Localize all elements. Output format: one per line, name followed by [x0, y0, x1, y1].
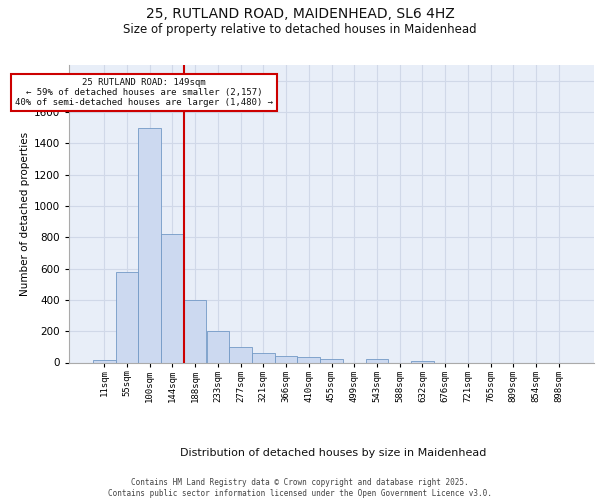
Text: 25 RUTLAND ROAD: 149sqm
← 59% of detached houses are smaller (2,157)
40% of semi: 25 RUTLAND ROAD: 149sqm ← 59% of detache…: [15, 78, 273, 108]
Bar: [184, 300, 206, 362]
Text: 25, RUTLAND ROAD, MAIDENHEAD, SL6 4HZ: 25, RUTLAND ROAD, MAIDENHEAD, SL6 4HZ: [146, 8, 454, 22]
Bar: [93, 360, 116, 362]
Bar: [298, 357, 320, 362]
Bar: [206, 331, 229, 362]
Bar: [252, 353, 275, 362]
Bar: [116, 272, 139, 362]
Text: Size of property relative to detached houses in Maidenhead: Size of property relative to detached ho…: [123, 22, 477, 36]
Text: Contains HM Land Registry data © Crown copyright and database right 2025.
Contai: Contains HM Land Registry data © Crown c…: [108, 478, 492, 498]
Text: Distribution of detached houses by size in Maidenhead: Distribution of detached houses by size …: [180, 448, 486, 458]
Bar: [275, 356, 298, 362]
Bar: [229, 347, 252, 362]
Bar: [365, 360, 388, 362]
Bar: [320, 360, 343, 362]
Bar: [139, 128, 161, 362]
Bar: [411, 361, 434, 362]
Bar: [161, 234, 184, 362]
Y-axis label: Number of detached properties: Number of detached properties: [20, 132, 29, 296]
